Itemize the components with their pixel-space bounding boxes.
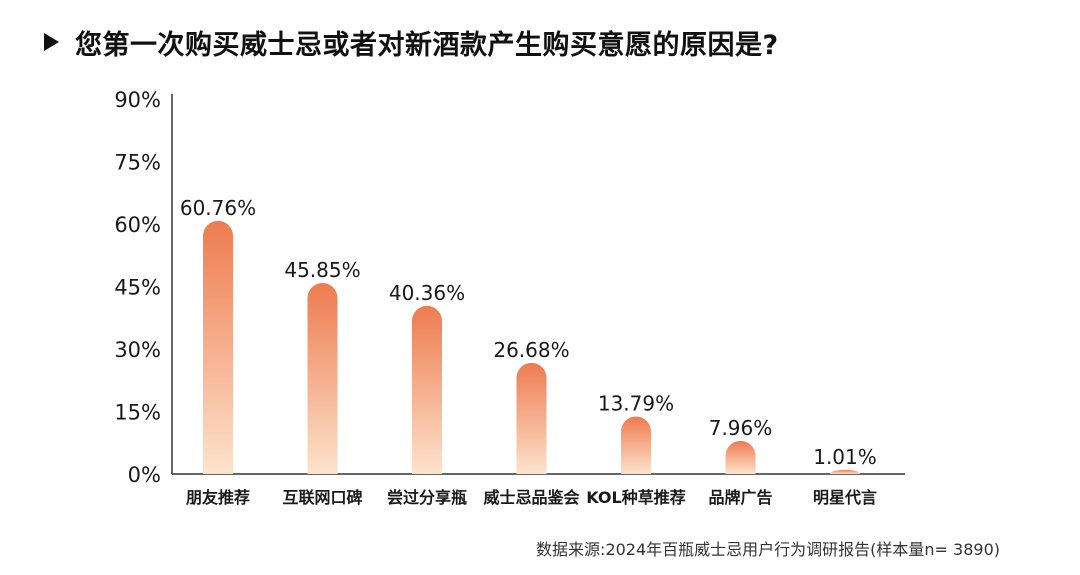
bar xyxy=(203,220,233,474)
x-category-label: 互联网口碑 xyxy=(282,488,362,507)
y-tick-label: 0% xyxy=(128,463,161,487)
x-category-label: 品牌广告 xyxy=(708,488,772,507)
bar xyxy=(307,282,338,474)
data-source-footnote: 数据来源:2024年百瓶威士忌用户行为调研报告(样本量n= 3890) xyxy=(536,540,1000,559)
bar-value-label: 45.85% xyxy=(284,258,360,282)
bar-value-label: 1.01% xyxy=(813,445,877,469)
bar-value-labels: 60.76% 45.85% 40.36% 26.68% 13.79% 7.96% 1.01% xyxy=(180,196,877,469)
y-tick-label: 45% xyxy=(114,276,161,300)
bar-value-label: 13.79% xyxy=(598,392,674,416)
x-category-label: 明星代言 xyxy=(813,488,877,507)
title-row: 您第一次购买威士忌或者对新酒款产生购买意愿的原因是? xyxy=(44,22,779,62)
y-axis-ticks: 0% 15% 30% 45% 60% 75% 90% xyxy=(114,88,161,487)
bar xyxy=(412,305,442,474)
x-category-label: KOL种草推荐 xyxy=(586,488,685,507)
bar-value-label: 7.96% xyxy=(709,416,773,440)
bar-value-label: 60.76% xyxy=(180,196,256,220)
bars xyxy=(203,220,860,474)
x-category-label: 朋友推荐 xyxy=(186,488,250,507)
x-category-label: 尝过分享瓶 xyxy=(387,488,467,507)
y-tick-label: 90% xyxy=(114,88,161,112)
bar xyxy=(725,440,756,474)
y-tick-label: 15% xyxy=(114,401,161,425)
x-category-label: 威士忌品鉴会 xyxy=(483,488,579,507)
bar xyxy=(830,469,860,474)
bar-value-label: 26.68% xyxy=(493,338,569,362)
y-tick-label: 75% xyxy=(114,151,161,175)
triangle-bullet-icon xyxy=(44,33,59,51)
y-tick-label: 30% xyxy=(114,338,161,362)
y-tick-label: 60% xyxy=(114,213,161,237)
chart-title: 您第一次购买威士忌或者对新酒款产生购买意愿的原因是? xyxy=(75,29,779,61)
bar xyxy=(516,362,547,474)
x-axis-category-labels: 朋友推荐 互联网口碑 尝过分享瓶 威士忌品鉴会 KOL种草推荐 品牌广告 明星代言 xyxy=(186,488,877,507)
bar xyxy=(621,416,651,474)
bar-value-label: 40.36% xyxy=(389,281,465,305)
